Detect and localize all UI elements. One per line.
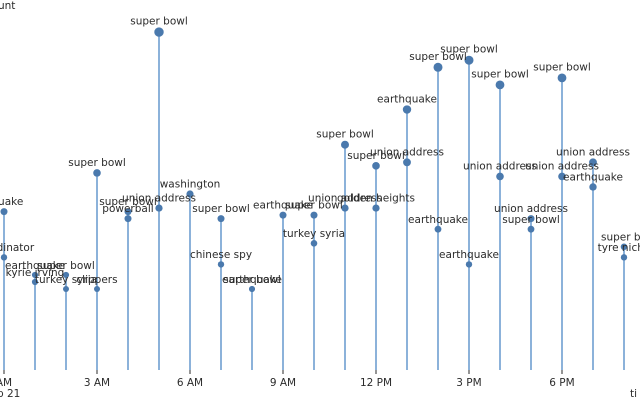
x-axis-label: ti [630, 388, 637, 400]
point-label: union address [122, 193, 196, 205]
x-tick-label: 12 PM [360, 377, 392, 389]
point-label: super bowl [347, 150, 405, 162]
data-point[interactable] [341, 204, 349, 212]
point-label: super bowl [130, 15, 188, 27]
point-label: clippers [76, 274, 117, 286]
x-axis-sublabel: b 21 [0, 388, 20, 400]
point-label: earthquake [563, 171, 623, 183]
point-label: earthquake [5, 260, 65, 272]
point-label: super bowl [533, 61, 591, 73]
x-axis: AM 3 AM 6 AM 9 AM 12 PM 3 PM 6 PM [0, 370, 575, 389]
point-label: kyrie irving [6, 267, 65, 279]
point-label: super bowl [223, 274, 281, 286]
point-label: union address [494, 203, 568, 215]
data-point[interactable] [433, 62, 443, 72]
stems-layer [3, 32, 625, 370]
data-point[interactable] [62, 271, 70, 279]
point-label: earthquake [439, 249, 499, 261]
x-tick-label: AM [0, 377, 12, 389]
point-label: golden heights [337, 193, 415, 205]
data-point[interactable] [124, 215, 132, 223]
data-point[interactable] [403, 158, 411, 167]
point-label: super bowl [316, 129, 374, 141]
point-label: turkey syria [283, 228, 345, 240]
point-label: hquake [0, 196, 23, 208]
x-tick-label: 3 PM [456, 377, 481, 389]
labels-layer: hquakecoordinatorearthquakekyrie irvings… [0, 15, 640, 286]
data-point[interactable] [527, 215, 535, 223]
data-point[interactable] [557, 73, 567, 83]
point-label: earthquake [408, 214, 468, 226]
point-label: super bowl [440, 44, 498, 56]
data-point[interactable] [465, 261, 473, 268]
point-label: union address [308, 193, 382, 205]
x-tick-label: 6 AM [177, 377, 203, 389]
point-label: earthquake [222, 274, 282, 286]
point-label: earthquake [377, 93, 437, 105]
data-point[interactable] [63, 286, 69, 293]
point-label: super bowl [409, 51, 467, 63]
point-label: super bo [601, 231, 640, 243]
data-point[interactable] [341, 140, 349, 149]
point-label: washington [160, 178, 221, 190]
data-point[interactable] [217, 261, 225, 268]
point-label: super bowl [471, 69, 529, 81]
data-point[interactable] [310, 239, 318, 247]
data-point[interactable] [495, 80, 505, 90]
point-label: super bowl [68, 157, 126, 169]
data-point[interactable] [279, 211, 287, 219]
data-point[interactable] [620, 254, 628, 261]
data-point[interactable] [496, 172, 504, 181]
data-point[interactable] [558, 172, 566, 181]
point-label: union address [370, 146, 444, 158]
data-point[interactable] [93, 169, 101, 177]
data-point[interactable] [0, 254, 8, 261]
data-point[interactable] [31, 278, 39, 286]
x-tick-label: 3 AM [84, 377, 110, 389]
y-axis-label: unt [0, 0, 15, 12]
x-tick-label: 9 AM [270, 377, 296, 389]
data-point[interactable] [589, 158, 597, 167]
data-point[interactable] [310, 211, 318, 219]
data-point[interactable] [402, 105, 412, 114]
data-point[interactable] [186, 190, 194, 198]
point-label: super bowl [285, 200, 343, 212]
point-label: union address [525, 161, 599, 173]
data-point[interactable] [155, 204, 163, 212]
data-point[interactable] [31, 271, 39, 279]
point-label: turkey syria [35, 274, 97, 286]
point-label: union address [463, 161, 537, 173]
data-point[interactable] [434, 225, 442, 233]
data-point[interactable] [372, 204, 380, 212]
point-label: union address [556, 146, 630, 158]
dots-layer [0, 27, 628, 293]
point-label: super bowl [502, 214, 560, 226]
point-label: coordinator [0, 242, 35, 254]
data-point[interactable] [527, 225, 535, 233]
data-point[interactable] [464, 55, 474, 65]
point-label: super bowl [99, 196, 157, 208]
point-label: powerball [102, 203, 153, 215]
x-tick-label: 6 PM [549, 377, 574, 389]
data-point[interactable] [589, 183, 597, 191]
data-point[interactable] [0, 208, 8, 216]
point-label: tyre niche [598, 242, 640, 254]
point-label: super bowl [192, 203, 250, 215]
data-point[interactable] [620, 243, 628, 251]
data-point[interactable] [217, 215, 225, 223]
data-point[interactable] [154, 27, 164, 37]
point-label: chinese spy [190, 249, 252, 261]
data-point[interactable] [249, 286, 255, 293]
point-label: super bowl [37, 260, 95, 272]
data-point[interactable] [94, 286, 100, 293]
data-point[interactable] [372, 162, 380, 170]
point-label: earthquake [253, 200, 313, 212]
data-point[interactable] [124, 208, 132, 216]
